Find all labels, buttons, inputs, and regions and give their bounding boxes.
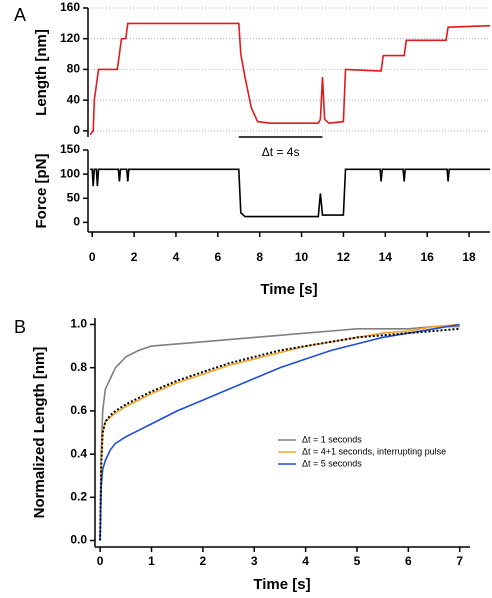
legend-label: Δt = 1 seconds — [302, 434, 362, 444]
x-tick-label: 2 — [200, 554, 207, 568]
x-tick-label: 3 — [251, 554, 258, 568]
y-tick-label: 0.6 — [70, 403, 87, 417]
x-axis-label: Time [s] — [260, 281, 317, 298]
x-tick-label: 4 — [302, 554, 309, 568]
y-tick-label: 120 — [60, 31, 80, 45]
x-tick-label: 6 — [405, 554, 412, 568]
data-line — [99, 325, 460, 541]
y-axis-label: Force [pN] — [33, 153, 50, 228]
x-tick-label: 18 — [462, 250, 476, 264]
data-line — [99, 323, 460, 541]
x-tick-label: 14 — [379, 250, 393, 264]
x-tick-label: 12 — [337, 250, 351, 264]
x-tick-label: 0 — [89, 250, 96, 264]
panel-label: A — [14, 5, 26, 25]
data-line — [90, 168, 490, 218]
x-tick-label: 1 — [148, 554, 155, 568]
y-tick-label: 0.8 — [70, 360, 87, 374]
legend-label: Δt = 4+1 seconds, interrupting pulse — [302, 446, 446, 456]
x-tick-label: 8 — [256, 250, 263, 264]
x-tick-label: 0 — [97, 554, 104, 568]
panel-label: B — [14, 317, 26, 337]
x-tick-label: 2 — [131, 250, 138, 264]
x-tick-label: 16 — [421, 250, 435, 264]
y-tick-label: 80 — [67, 62, 81, 76]
data-line — [89, 22, 491, 136]
data-line — [99, 323, 460, 541]
y-tick-label: 50 — [67, 190, 81, 204]
x-tick-label: 6 — [214, 250, 221, 264]
y-axis-label: Length [nm] — [33, 29, 50, 116]
y-tick-label: 40 — [67, 92, 81, 106]
data-line — [99, 327, 460, 541]
x-tick-label: 10 — [295, 250, 309, 264]
y-tick-label: 1.0 — [70, 317, 87, 331]
legend-label: Δt = 5 seconds — [302, 458, 362, 468]
y-tick-label: 150 — [60, 142, 80, 156]
y-tick-label: 0.2 — [70, 489, 87, 503]
y-tick-label: 0 — [73, 215, 80, 229]
x-tick-label: 7 — [456, 554, 463, 568]
y-axis-label: Normalized Length [nm] — [31, 347, 48, 519]
y-tick-label: 0.0 — [70, 533, 87, 547]
y-tick-label: 0.4 — [70, 446, 87, 460]
annotation-text: Δt = 4s — [262, 145, 300, 159]
x-tick-label: 5 — [354, 554, 361, 568]
x-axis-label: Time [s] — [253, 576, 310, 593]
y-tick-label: 160 — [60, 0, 80, 14]
x-tick-label: 4 — [173, 250, 180, 264]
y-tick-label: 0 — [73, 123, 80, 137]
y-tick-label: 100 — [60, 166, 80, 180]
